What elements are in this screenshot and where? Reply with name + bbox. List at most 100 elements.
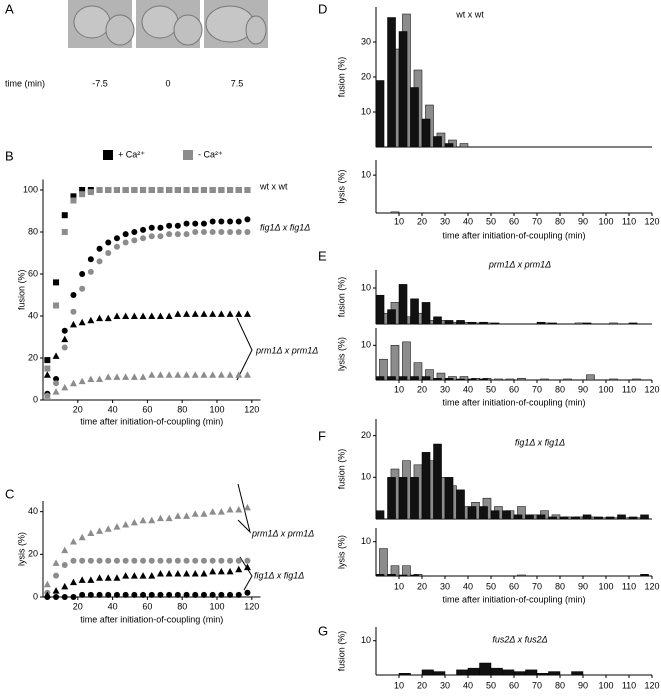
point [156, 371, 164, 378]
annotation: prm1Δ x prm1Δ [255, 345, 318, 355]
y-tick-label: 30 [361, 36, 371, 46]
point [174, 310, 182, 317]
point [113, 312, 121, 319]
point [96, 245, 103, 252]
point [70, 594, 77, 600]
point [209, 218, 216, 225]
bar [548, 671, 561, 676]
point [79, 557, 86, 564]
point [79, 271, 86, 277]
bar [456, 669, 469, 676]
x-tick-label: 120 [644, 581, 659, 591]
point [209, 187, 216, 193]
point [244, 216, 251, 223]
point [122, 373, 130, 380]
bar [421, 452, 431, 520]
time-value: 0 [165, 78, 170, 88]
point [96, 574, 104, 581]
bar [444, 378, 454, 381]
point [165, 312, 173, 319]
x-tick-label: 20 [417, 581, 427, 591]
point [165, 570, 173, 577]
panel-label: C [5, 486, 14, 501]
bar [398, 673, 411, 676]
bar [632, 378, 641, 381]
point [192, 229, 199, 235]
x-tick-label: 120 [644, 384, 659, 394]
bar [467, 321, 477, 325]
x-tick-label: 70 [532, 384, 542, 394]
y-axis-label: fusion (%) [336, 277, 346, 318]
point [209, 591, 216, 598]
point [174, 512, 182, 519]
bar [375, 510, 385, 520]
x-axis-label: time after initiation-of-coupling (min) [442, 397, 585, 407]
bar [444, 477, 454, 520]
point [105, 557, 112, 564]
point [217, 310, 225, 317]
panel-title: fus2Δ x fus2Δ [492, 634, 547, 644]
bar [502, 510, 511, 520]
y-tick-label: 0 [33, 394, 38, 404]
x-axis-label: time after initiation-of-coupling (min) [442, 230, 585, 240]
point [156, 312, 164, 319]
y-tick-label: 100 [23, 184, 38, 194]
point [53, 594, 60, 600]
bar [571, 516, 580, 520]
point [61, 582, 69, 590]
bar [433, 136, 442, 148]
bar [398, 574, 408, 577]
bar [467, 506, 477, 520]
point [96, 375, 104, 382]
bar [525, 514, 534, 520]
panel-label: E [318, 248, 327, 263]
bar [375, 574, 385, 577]
point [191, 310, 199, 317]
point [200, 187, 207, 193]
bar [410, 87, 419, 148]
y-tick-label: 0 [33, 591, 38, 601]
bar [390, 211, 400, 214]
x-tick-label: 90 [578, 384, 588, 394]
y-tick-label: 20 [361, 71, 371, 81]
bar [433, 671, 446, 676]
point [96, 527, 104, 534]
bar [479, 662, 492, 676]
y-axis-label: fusion (%) [336, 449, 346, 490]
legend-swatch [103, 150, 113, 160]
bar [479, 506, 488, 520]
point [244, 589, 251, 596]
point [235, 371, 243, 378]
point [139, 373, 147, 380]
point [52, 559, 60, 566]
x-tick-label: 40 [463, 680, 473, 690]
point [87, 557, 94, 564]
x-tick-label: 40 [108, 404, 118, 414]
bar [559, 516, 569, 520]
bracket [237, 483, 251, 534]
y-axis-label: fusion (%) [336, 631, 346, 672]
point [87, 256, 94, 263]
y-tick-label: 10 [361, 340, 371, 350]
point [235, 591, 242, 598]
point [70, 557, 77, 564]
x-tick-label: 110 [622, 384, 636, 394]
point [131, 557, 138, 564]
bar [640, 574, 649, 577]
y-tick-label: 10 [361, 282, 371, 292]
point [113, 243, 120, 250]
point [235, 565, 243, 573]
point [140, 187, 147, 193]
bar [628, 516, 638, 520]
point [200, 557, 207, 564]
point [78, 377, 86, 385]
point [122, 557, 129, 564]
y-axis-label: lysis (%) [16, 532, 26, 566]
bar [410, 376, 419, 381]
point [183, 591, 190, 598]
bar [456, 378, 465, 381]
bar [379, 548, 388, 577]
x-tick-label: 30 [440, 216, 450, 226]
x-tick-label: 50 [486, 384, 496, 394]
point [87, 375, 95, 382]
